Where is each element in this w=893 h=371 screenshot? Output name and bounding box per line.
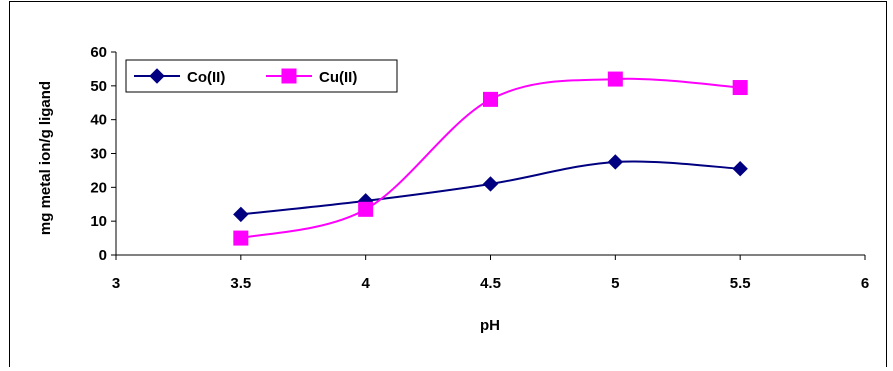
y-tick-label: 40 [90,112,107,129]
x-tick-label: 5.5 [730,275,751,292]
y-tick-label: 0 [99,247,107,264]
axes: 0 10 20 30 40 50 60 3 3.5 4 4.5 5 5.5 6 [90,44,869,292]
data-point [233,206,249,223]
data-point [483,91,498,107]
y-tick-label: 60 [90,44,107,61]
data-point [732,80,748,96]
legend: Co(II) Cu(II) [125,59,398,93]
data-point [358,201,374,217]
y-tick-label: 10 [90,213,107,230]
legend-label: Co(II) [187,69,225,86]
series-1 [233,71,748,246]
legend-label: Cu(II) [319,69,357,86]
data-point [732,161,748,177]
data-point [233,230,249,246]
series-layer [233,71,748,246]
legend-entry-1: Cu(II) [266,68,357,86]
legend-marker [281,68,297,84]
x-tick-label: 5 [611,275,619,292]
x-tick-label: 3.5 [230,275,251,292]
y-tick-label: 50 [90,78,107,95]
y-tick-label: 30 [90,146,107,163]
y-axis-title: mg metal ion/g ligand [37,81,54,235]
x-tick-label: 4.5 [480,275,501,292]
data-point [607,71,623,87]
x-tick-label: 3 [112,275,120,292]
y-tick-label: 20 [90,179,107,196]
x-tick-label: 6 [861,275,869,292]
series-0 [233,154,748,223]
x-tick-label: 4 [361,275,370,292]
legend-marker [149,68,165,84]
data-point [482,176,499,192]
data-point [607,154,624,170]
legend-entry-0: Co(II) [134,68,225,86]
chart-frame [9,1,887,367]
x-axis-title: pH [480,317,500,334]
